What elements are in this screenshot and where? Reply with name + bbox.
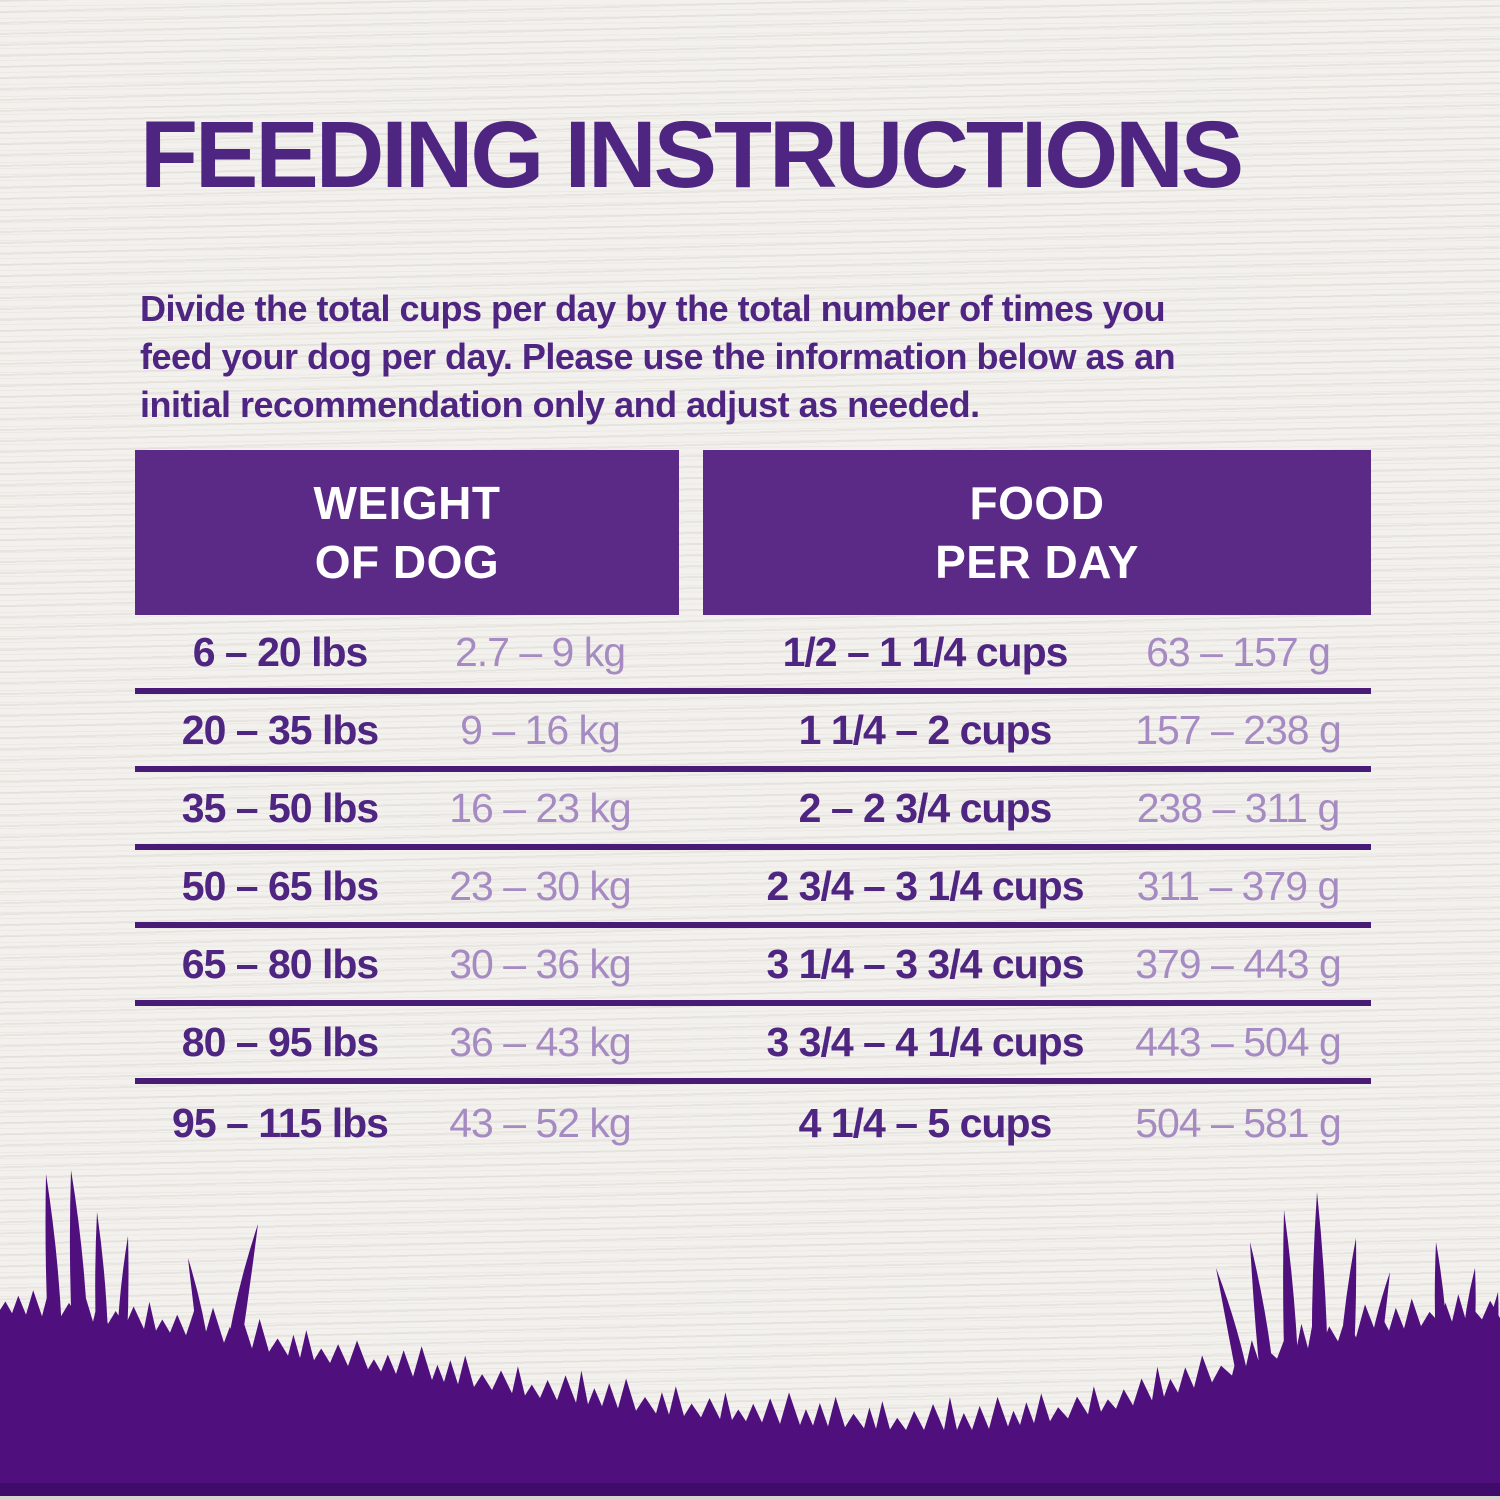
food-header-line2: PER DAY — [935, 535, 1139, 588]
table-row: 20 – 35 lbs 9 – 16 kg 1 1/4 – 2 cups 157… — [135, 694, 1371, 772]
feeding-table-body: 6 – 20 lbs 2.7 – 9 kg 1/2 – 1 1/4 cups 6… — [135, 616, 1371, 1162]
food-cups: 2 3/4 – 3 1/4 cups — [766, 862, 1084, 909]
feeding-table: WEIGHT OF DOG FOOD PER DAY 6 – 20 lbs 2.… — [135, 450, 1371, 1162]
food-grams: 443 – 504 g — [1135, 1018, 1342, 1065]
weight-lbs: 50 – 65 lbs — [181, 862, 379, 909]
food-cups: 4 1/4 – 5 cups — [798, 1099, 1053, 1146]
grass-silhouette — [0, 1170, 1500, 1500]
weight-header-line2: OF DOG — [314, 535, 500, 588]
food-per-day-header: FOOD PER DAY — [703, 450, 1371, 615]
intro-line: initial recommendation only and adjust a… — [140, 384, 980, 425]
weight-kg: 23 – 30 kg — [449, 862, 632, 909]
food-grams: 157 – 238 g — [1135, 706, 1342, 753]
food-cups: 3 3/4 – 4 1/4 cups — [766, 1018, 1084, 1065]
food-cups: 3 1/4 – 3 3/4 cups — [766, 940, 1084, 987]
intro-line: Divide the total cups per day by the tot… — [140, 288, 1166, 329]
table-row: 65 – 80 lbs 30 – 36 kg 3 1/4 – 3 3/4 cup… — [135, 928, 1371, 1006]
table-row: 35 – 50 lbs 16 – 23 kg 2 – 2 3/4 cups 23… — [135, 772, 1371, 850]
weight-kg: 36 – 43 kg — [449, 1018, 632, 1065]
intro-line: feed your dog per day. Please use the in… — [140, 336, 1176, 377]
food-cups: 1 1/4 – 2 cups — [798, 706, 1053, 753]
weight-kg: 9 – 16 kg — [460, 706, 621, 753]
food-grams: 63 – 157 g — [1146, 628, 1331, 675]
weight-lbs: 95 – 115 lbs — [172, 1099, 389, 1146]
food-cups: 2 – 2 3/4 cups — [798, 784, 1053, 831]
food-cups: 1/2 – 1 1/4 cups — [782, 628, 1069, 675]
weight-lbs: 80 – 95 lbs — [181, 1018, 379, 1065]
weight-lbs: 65 – 80 lbs — [181, 940, 379, 987]
page-title: FEEDING INSTRUCTIONS — [140, 102, 1244, 208]
feeding-table-header: WEIGHT OF DOG FOOD PER DAY — [135, 450, 1371, 615]
bottom-light-strip — [0, 1496, 1500, 1500]
grass-bottom-shade — [0, 1483, 1500, 1496]
weight-kg: 16 – 23 kg — [449, 784, 632, 831]
weight-header-line1: WEIGHT — [313, 476, 501, 529]
table-row: 80 – 95 lbs 36 – 43 kg 3 3/4 – 4 1/4 cup… — [135, 1006, 1371, 1084]
food-grams: 311 – 379 g — [1136, 862, 1341, 909]
weight-lbs: 6 – 20 lbs — [192, 628, 369, 675]
weight-kg: 30 – 36 kg — [449, 940, 632, 987]
weight-lbs: 35 – 50 lbs — [181, 784, 379, 831]
food-grams: 504 – 581 g — [1135, 1099, 1342, 1146]
weight-of-dog-header: WEIGHT OF DOG — [135, 450, 679, 615]
weight-kg: 43 – 52 kg — [449, 1099, 632, 1146]
weight-lbs: 20 – 35 lbs — [181, 706, 379, 753]
table-row: 6 – 20 lbs 2.7 – 9 kg 1/2 – 1 1/4 cups 6… — [135, 616, 1371, 694]
table-row: 50 – 65 lbs 23 – 30 kg 2 3/4 – 3 1/4 cup… — [135, 850, 1371, 928]
food-grams: 238 – 311 g — [1136, 784, 1341, 831]
weight-kg: 2.7 – 9 kg — [454, 628, 626, 675]
intro-paragraph: Divide the total cups per day by the tot… — [140, 285, 1390, 429]
grass-hill-shape — [0, 1170, 1500, 1500]
food-grams: 379 – 443 g — [1135, 940, 1342, 987]
food-header-line1: FOOD — [969, 476, 1105, 529]
table-row: 95 – 115 lbs 43 – 52 kg 4 1/4 – 5 cups 5… — [135, 1084, 1371, 1162]
